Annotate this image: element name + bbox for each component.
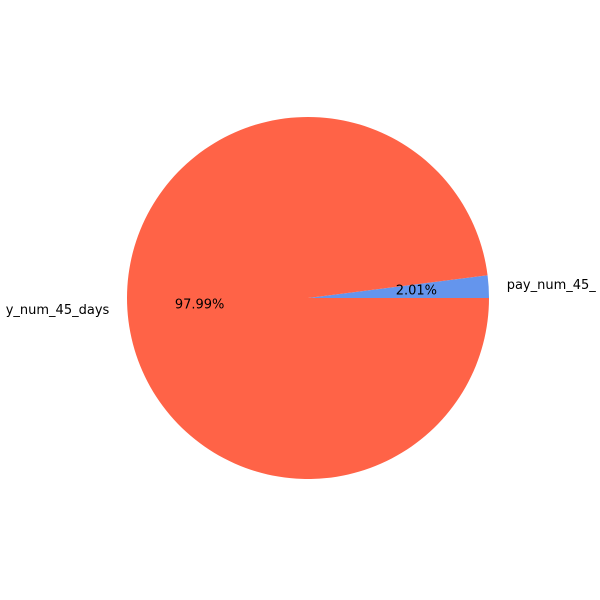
pie-slice-category-label-0: pay_num_45_: [507, 278, 597, 293]
pie-slice-0: [308, 275, 489, 298]
pie-slice-pct-label-1: 97.99%: [175, 297, 225, 312]
pie-slice-category-label-1: y_num_45_days: [6, 303, 110, 318]
pie-labels: 2.01% pay_num_45_ 97.99% y_num_45_days: [6, 278, 597, 318]
pie-slices: [127, 116, 490, 479]
pie-slice-1: [127, 116, 490, 479]
pie-slice-pct-label-0: 2.01%: [396, 284, 437, 299]
